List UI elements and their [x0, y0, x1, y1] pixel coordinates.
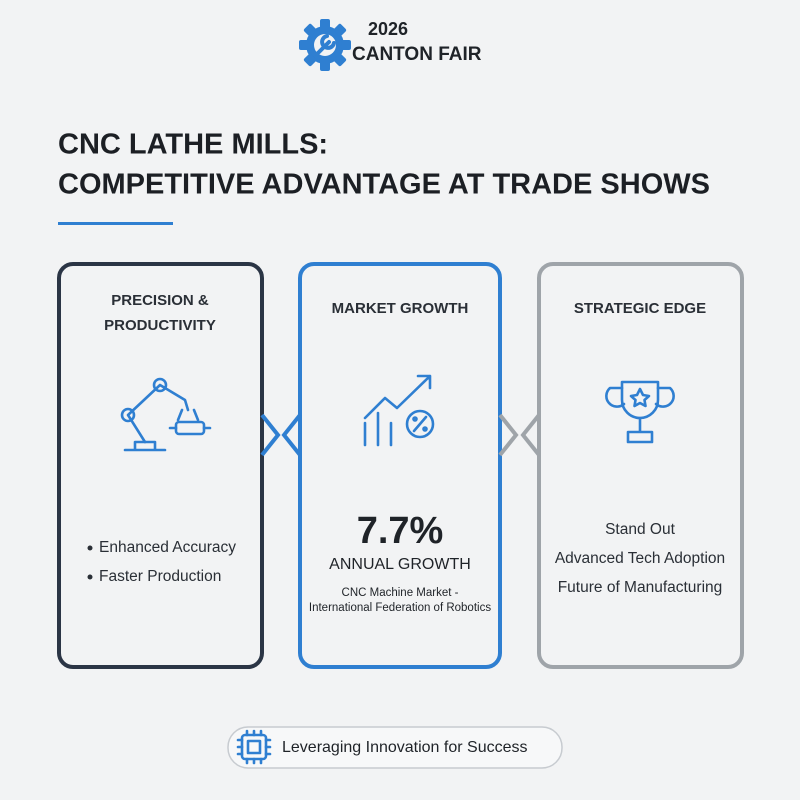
chip-icon [236, 729, 272, 765]
header-event: CANTON FAIR [352, 44, 482, 65]
source-line: CNC Machine Market - [342, 587, 459, 599]
card-title: PRODUCTIVITY [104, 317, 216, 334]
stat-value: 7.7% [357, 510, 444, 552]
growth-icon [363, 374, 435, 447]
card-border [57, 262, 264, 669]
bullet [87, 574, 93, 580]
source-line: International Federation of Robotics [309, 602, 491, 614]
connector [260, 413, 302, 457]
card-item: Faster Production [99, 568, 221, 585]
card-item: Enhanced Accuracy [99, 539, 236, 556]
card-title: PRECISION & [111, 292, 209, 309]
stat-label: ANNUAL GROWTH [329, 556, 471, 573]
card-border [298, 262, 502, 669]
card-item: Future of Manufacturing [558, 579, 723, 596]
title-line: CNC LATHE MILLS: [58, 129, 328, 161]
card-item: Advanced Tech Adoption [555, 550, 725, 567]
footer-pill [227, 726, 563, 769]
card-title: MARKET GROWTH [332, 300, 469, 317]
card-title: STRATEGIC EDGE [574, 300, 706, 317]
connector [498, 413, 541, 457]
title-underline [58, 222, 173, 225]
bullet [87, 545, 93, 551]
title-line: COMPETITIVE ADVANTAGE AT TRADE SHOWS [58, 169, 710, 201]
logo [299, 19, 351, 71]
footer-text: Leveraging Innovation for Success [282, 739, 527, 756]
card-item: Stand Out [605, 521, 675, 538]
header-year: 2026 [368, 19, 408, 39]
card-border [537, 262, 744, 669]
trophy-icon [605, 380, 675, 444]
robot-arm-icon [120, 377, 212, 452]
